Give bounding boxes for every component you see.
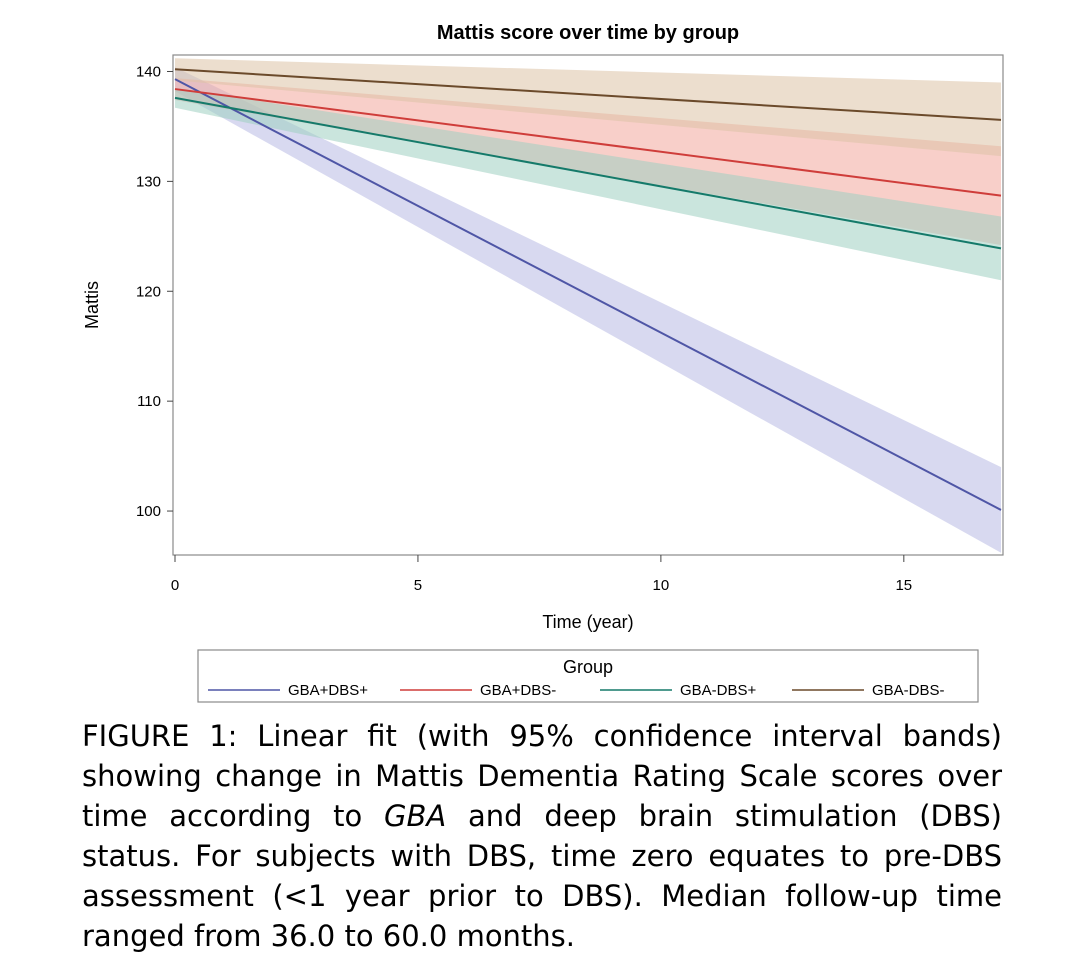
x-tick-label: 15 <box>895 577 912 594</box>
caption-gene-name: GBA <box>384 799 447 833</box>
legend-label-gbanegdbspos: GBA-DBS+ <box>680 682 757 699</box>
x-tick-label: 5 <box>414 577 422 594</box>
y-tick-label: 140 <box>136 63 161 80</box>
line-gbaposdbsneg <box>174 88 1002 197</box>
chart-title: Mattis score over time by group <box>437 22 739 44</box>
line-gbanegdbspos <box>174 96 1002 250</box>
x-axis: 0 5 10 15 <box>171 555 912 594</box>
y-axis-label: Mattis <box>82 281 102 329</box>
legend-label-gbanegdbsneg: GBA-DBS- <box>872 682 945 699</box>
x-axis-label: Time (year) <box>542 612 633 632</box>
y-tick-label: 130 <box>136 173 161 190</box>
line-gbanegdbsneg <box>174 68 1002 121</box>
legend-box <box>197 649 979 703</box>
caption-text-end: and deep brain stimulation (DBS) status.… <box>82 799 1002 953</box>
caption-text-start: FIGURE 1: Linear fit (with 95% confidenc… <box>82 719 1002 833</box>
x-tick-label: 0 <box>171 577 179 594</box>
y-tick-label: 120 <box>136 283 161 300</box>
y-tick-label: 100 <box>136 503 161 520</box>
line-gbaposdbspos <box>174 78 1002 511</box>
legend-items: GBA+DBS+ GBA+DBS- GBA-DBS+ GBA-DBS- <box>208 682 945 699</box>
fit-lines <box>174 68 1002 511</box>
plot-frame <box>172 54 1004 556</box>
figure-caption: FIGURE 1: Linear fit (with 95% confidenc… <box>82 716 1002 956</box>
legend-label-gbaposdbspos: GBA+DBS+ <box>288 682 368 699</box>
confidence-bands <box>175 58 1001 553</box>
x-tick-label: 10 <box>653 577 670 594</box>
legend-label-gbaposdbsneg: GBA+DBS- <box>480 682 556 699</box>
y-tick-label: 110 <box>137 393 161 410</box>
legend-title: Group <box>563 657 613 677</box>
y-axis: 100 110 120 130 140 <box>136 63 173 520</box>
legend: Group GBA+DBS+ GBA+DBS- GBA-DBS+ GBA-DBS- <box>197 649 979 703</box>
band-gbaposdbspos <box>175 67 1001 553</box>
mattis-chart: Mattis score over time by group 10011012… <box>82 22 1004 703</box>
